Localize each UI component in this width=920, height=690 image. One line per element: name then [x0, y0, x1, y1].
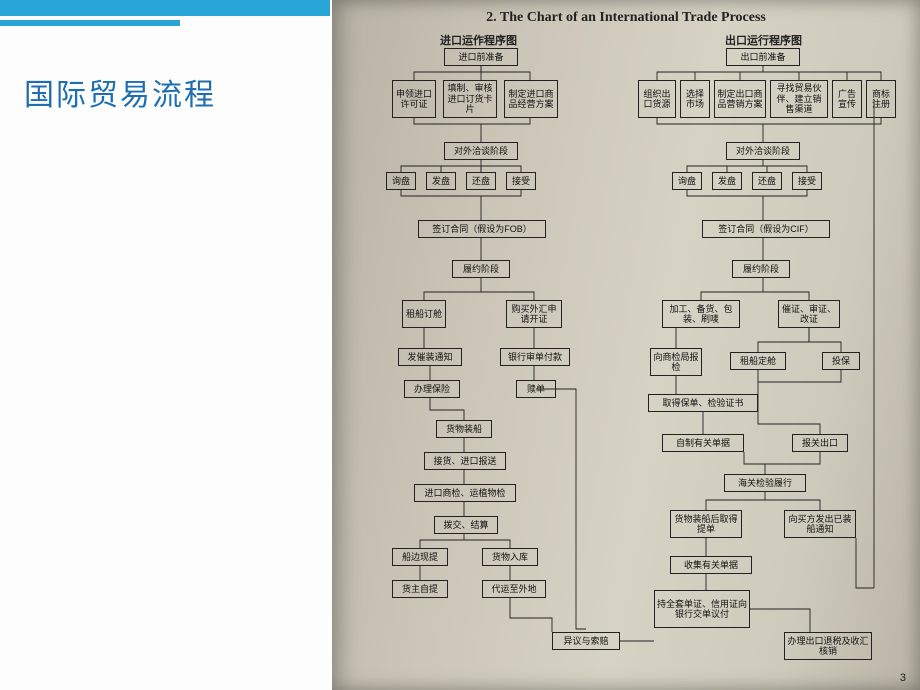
slide-title: 国际贸易流程	[24, 70, 216, 114]
accent-bar-sub	[0, 20, 180, 26]
scanned-page: 2. The Chart of an International Trade P…	[332, 0, 920, 690]
accent-bar-top	[0, 0, 330, 16]
flowchart-connectors	[332, 0, 920, 690]
